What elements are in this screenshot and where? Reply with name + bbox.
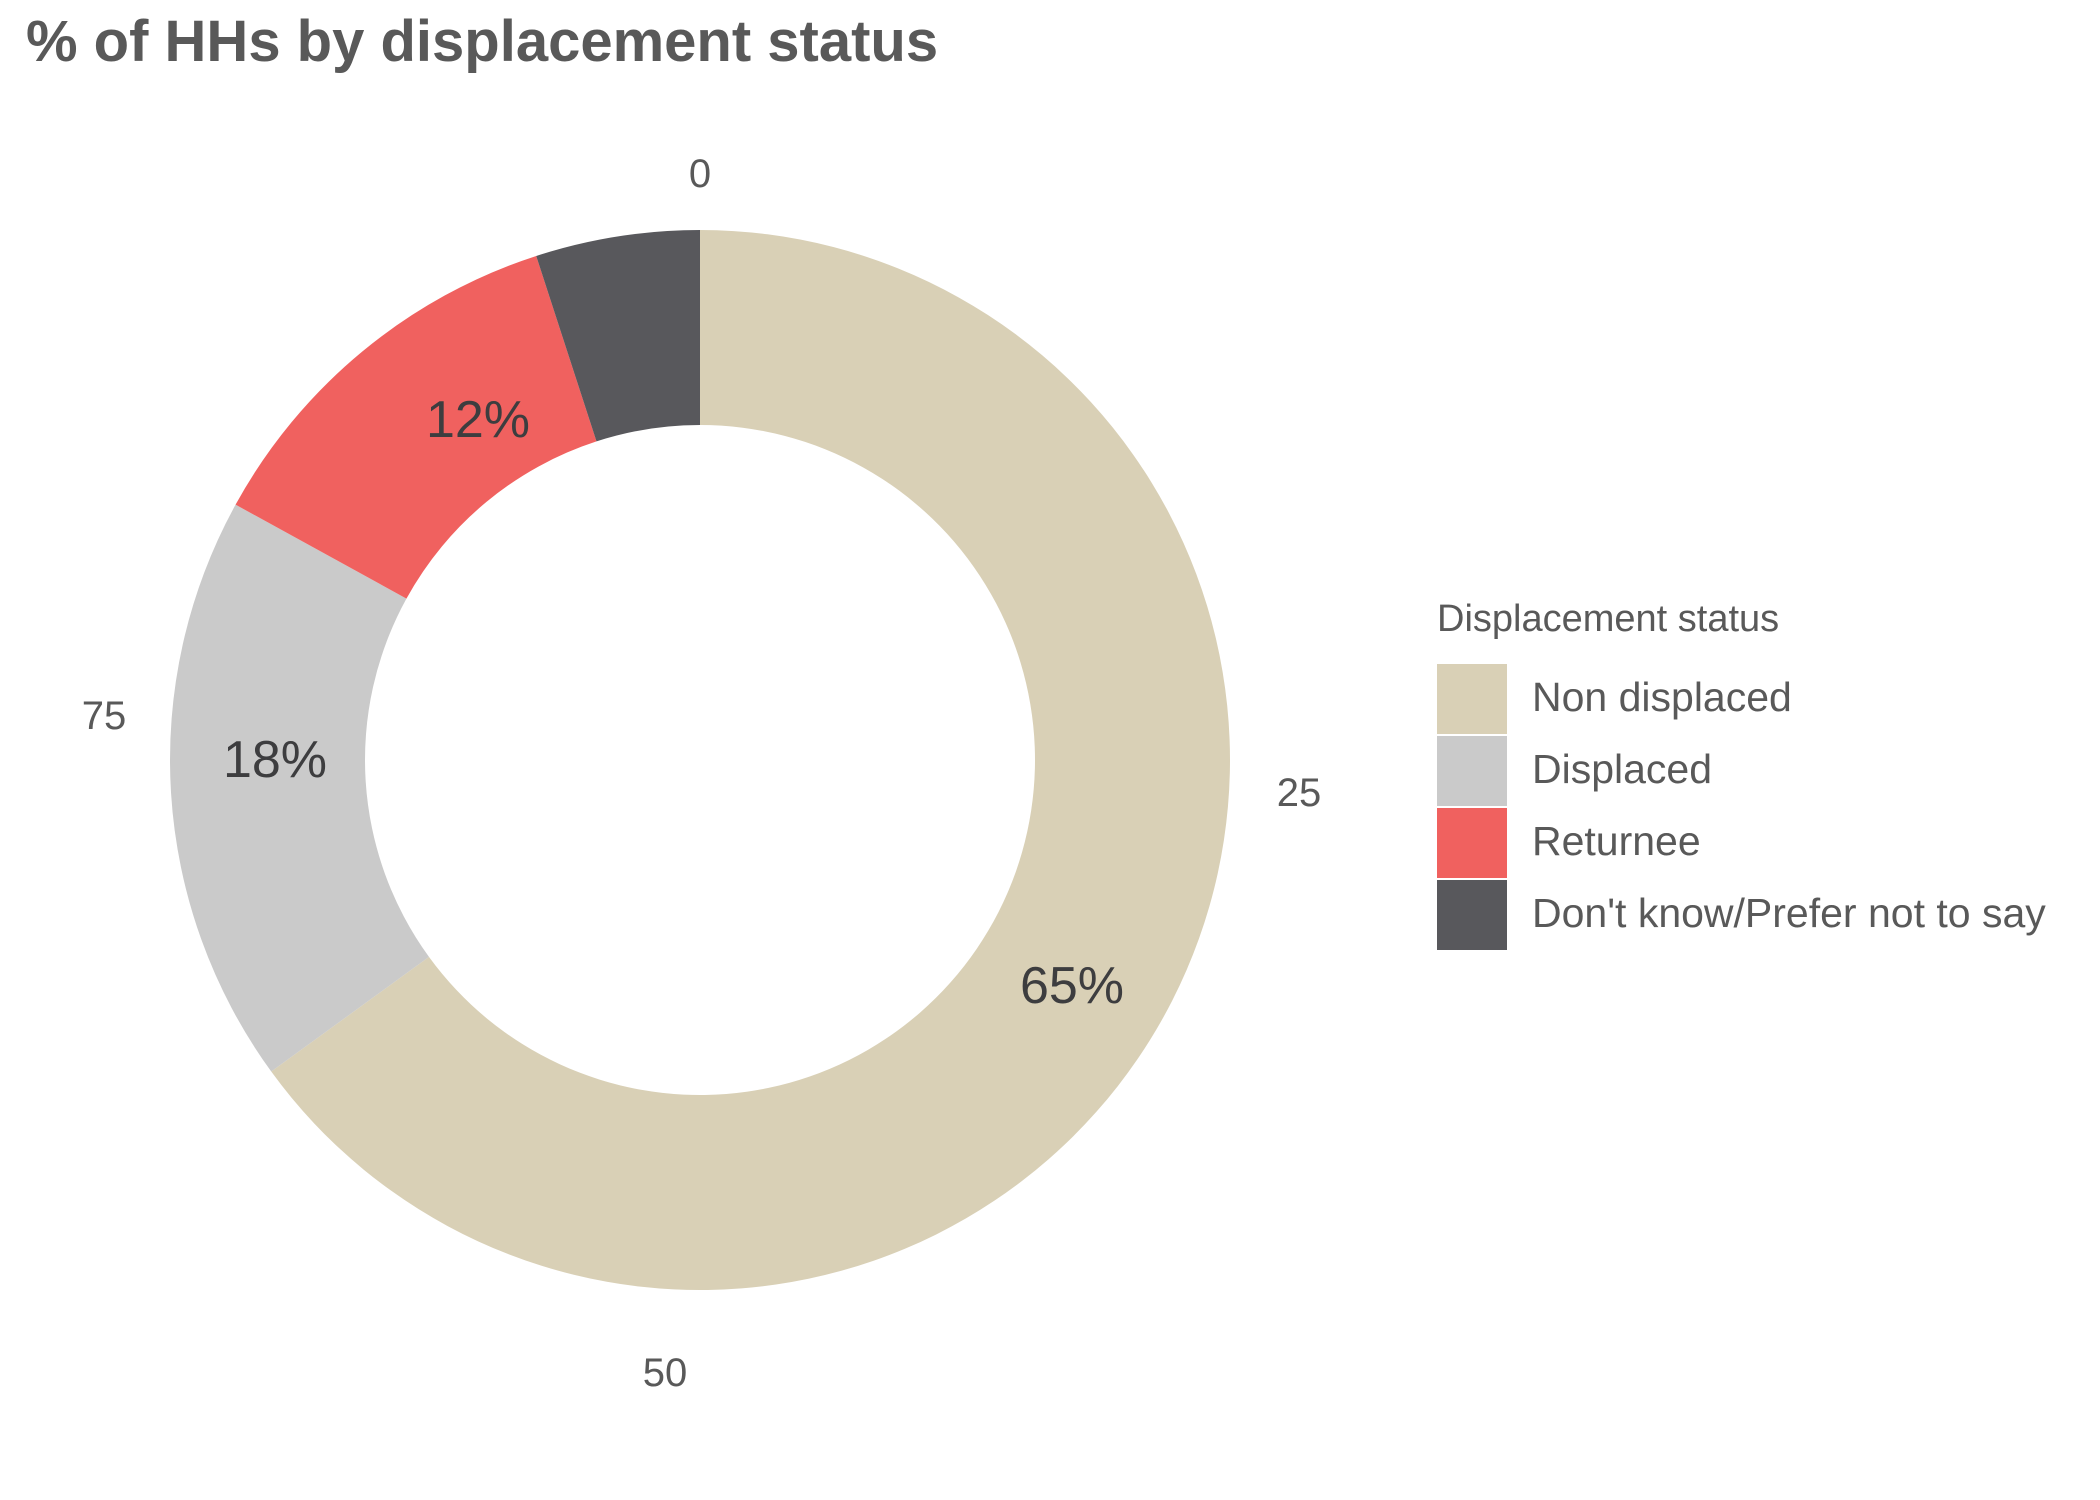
svg-text:25: 25: [1277, 771, 1322, 815]
svg-text:18%: 18%: [223, 731, 327, 789]
svg-text:50: 50: [643, 1351, 688, 1395]
svg-text:12%: 12%: [426, 391, 530, 449]
svg-text:0: 0: [689, 152, 711, 196]
svg-text:75: 75: [82, 694, 127, 738]
svg-text:65%: 65%: [1020, 957, 1124, 1015]
